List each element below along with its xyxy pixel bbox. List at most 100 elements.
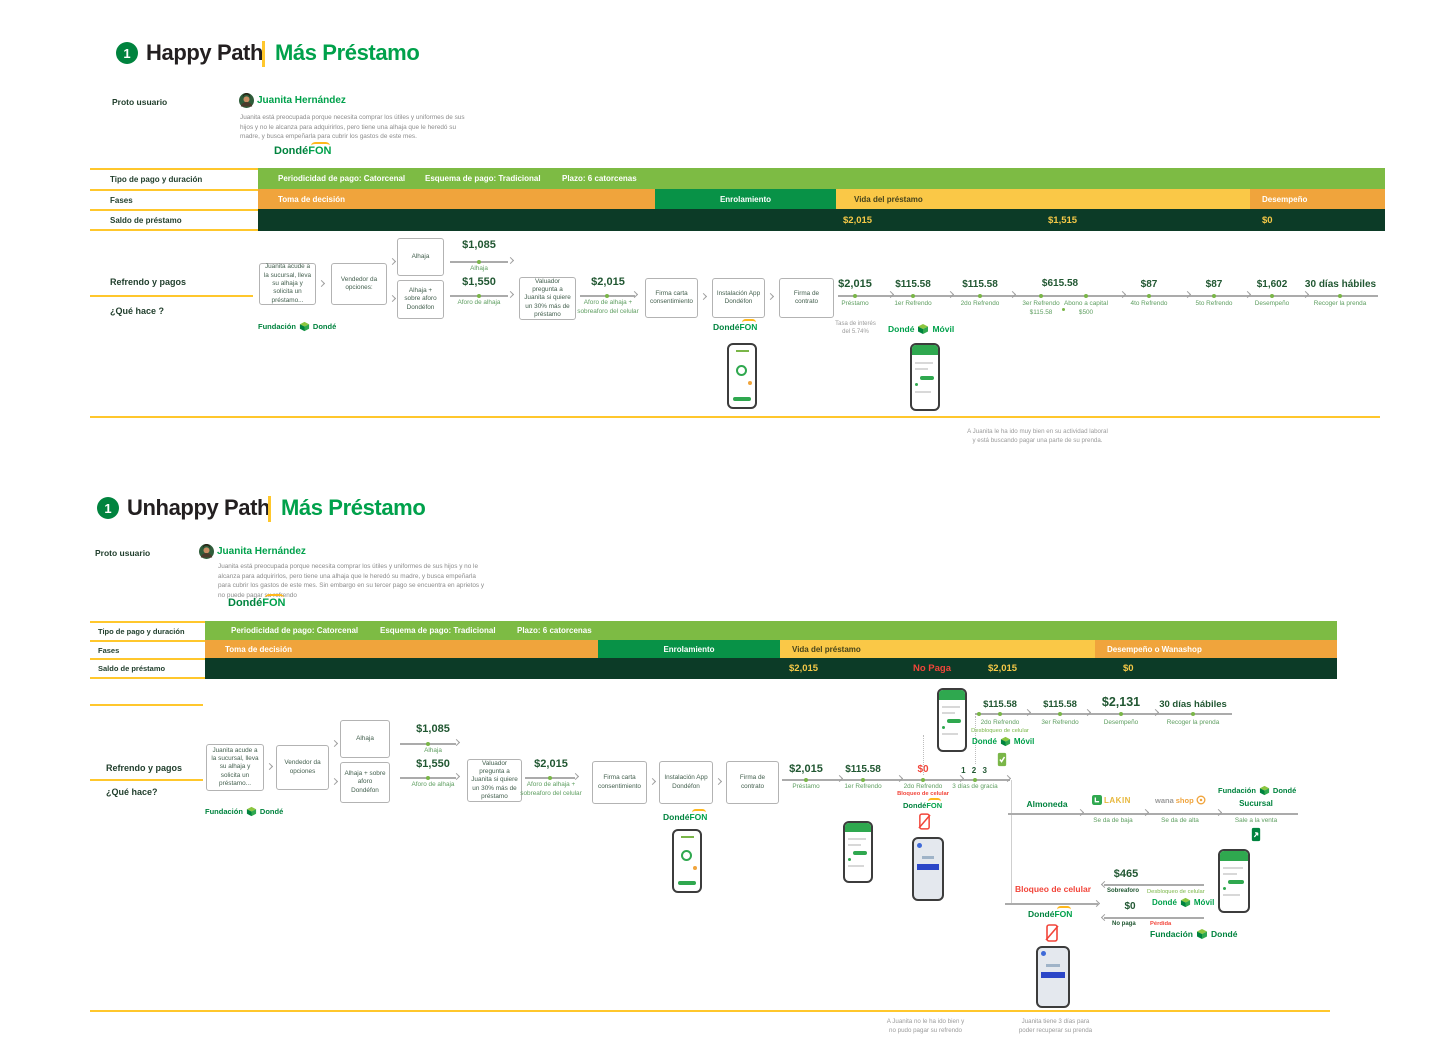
phase-vida-prestamo: Vida del préstamo — [836, 189, 1250, 209]
option-alhaja: Alhaja — [397, 238, 444, 276]
milestone-dot — [977, 711, 981, 716]
arrow-icon — [452, 772, 461, 781]
phone-mockup-install — [672, 829, 702, 893]
arrow-icon — [1151, 708, 1160, 717]
label-no-paga: No paga — [1112, 921, 1136, 927]
milestone-dot — [426, 775, 430, 780]
step-firma-contrato: Firma de contrato — [779, 278, 834, 318]
wanashop-icon — [1196, 795, 1206, 805]
arrow-icon — [886, 290, 895, 299]
label-alhaja: Alhaja — [470, 265, 488, 272]
label-sale-venta: Sale a la venta — [1234, 817, 1278, 824]
lane-refrendo-pagos: Refrendo y pagos — [106, 763, 183, 773]
phone-screen — [1220, 851, 1248, 911]
unhappy-footer-note-2: Juanita tiene 3 días para poder recupera… — [1018, 1018, 1093, 1035]
balance-band: $2,015 No Paga $2,015 $0 — [205, 658, 1337, 679]
arrow-icon — [1214, 808, 1223, 817]
section-divider — [90, 416, 1380, 418]
payment-plazo: Plazo: 6 catorcenas — [517, 626, 592, 635]
phone-mockup-account — [843, 821, 873, 883]
milestone-dot — [804, 777, 808, 782]
timeline-line — [975, 713, 1232, 715]
amount-5to-refrendo: $87 — [1205, 279, 1223, 290]
phone-screen — [845, 823, 871, 881]
payment-esquema: Esquema de pago: Tradicional — [425, 174, 541, 183]
connector — [1104, 884, 1204, 886]
arrow-icon — [1118, 290, 1127, 299]
lane-divider — [90, 704, 203, 706]
note-tasa-interes: Tasa de interés del 5.74% — [835, 321, 876, 336]
step-firma-contrato: Firma de contrato — [726, 761, 779, 804]
phase-toma-decision: Toma de decisión — [205, 640, 598, 658]
step-valuador-pregunta: Valuador pregunta a Juanita si quiere un… — [467, 759, 522, 802]
milestone-dot — [1338, 293, 1342, 298]
arrow-icon — [699, 292, 708, 301]
label-4to-refrendo: 4to Refrendo — [1130, 300, 1168, 307]
timeline-line — [782, 779, 1010, 781]
phone-mockup-account — [910, 343, 940, 411]
arrow-icon — [1141, 808, 1150, 817]
label-sobreaforo: Sobreaforo — [1107, 888, 1140, 894]
arrow-icon — [956, 774, 965, 783]
donde-movil-logo: Dondé Móvil — [972, 736, 1035, 747]
milestone-dot — [548, 775, 552, 780]
arrow-icon — [388, 257, 397, 266]
milestone-dot — [978, 293, 982, 298]
milestone-dot — [605, 293, 609, 298]
amount-1er-refrendo: $115.58 — [895, 279, 931, 290]
arrow-icon — [895, 774, 904, 783]
arrow-icon — [388, 294, 397, 303]
amount-alhaja: $1,085 — [416, 723, 450, 735]
phone-screen — [912, 345, 938, 409]
dondefon-logo: Dondé FON — [903, 798, 943, 810]
lane-que-hace: ¿Qué hace? — [106, 787, 158, 797]
band-label-tipo-pago: Tipo de pago y duración — [90, 168, 258, 189]
label-3er-refrendo: 3er Refrendo $115.58 — [1022, 300, 1060, 316]
label-3er-refrendo: 3er Refrendo — [1041, 719, 1079, 726]
arrow-icon — [506, 290, 515, 299]
arrow-icon — [1243, 290, 1252, 299]
arrow-icon — [1183, 290, 1192, 299]
arrow-icon — [265, 762, 274, 771]
avatar — [199, 544, 214, 559]
donde-cube-icon — [1196, 929, 1207, 939]
arrow-icon — [1003, 774, 1012, 783]
label-recoger-prenda: Recoger la prenda — [1166, 719, 1220, 726]
amount-alhaja: $1,085 — [462, 239, 496, 251]
label-dias-gracia: 3 días de gracia — [952, 783, 998, 790]
dondefon-logo: Dondé FON — [228, 594, 286, 609]
phase-enrolamiento: Enrolamiento — [655, 189, 836, 209]
persona-name: Juanita Hernández — [217, 546, 306, 557]
label-1er-refrendo: 1er Refrendo — [894, 300, 932, 307]
dondefon-logo: Dondé FON — [1028, 906, 1073, 919]
label-2do-refrendo: 2do Refrendo — [960, 300, 1000, 307]
amount-aforo: $1,550 — [416, 758, 450, 770]
lane-divider — [90, 779, 203, 781]
phone-screen — [729, 345, 755, 407]
unhappy-title: Unhappy Path — [127, 495, 271, 520]
label-se-da-alta: Se da de alta — [1161, 817, 1199, 824]
label-se-da-baja: Se da de baja — [1093, 817, 1133, 824]
band-label-saldo: Saldo de préstamo — [90, 658, 205, 679]
phone-screen — [939, 690, 965, 750]
donde-cube-icon — [1180, 897, 1190, 908]
phase-enrolamiento: Enrolamiento — [598, 640, 780, 658]
band-label-saldo: Saldo de préstamo — [90, 209, 258, 231]
milestone-dot — [1147, 293, 1151, 298]
timeline-line — [1008, 813, 1298, 815]
lane-refrendo-pagos: Refrendo y pagos — [110, 277, 187, 287]
happy-step-badge: 1 — [116, 42, 138, 64]
happy-footer-note: A Juanita le ha ido muy bien en su activ… — [967, 428, 1108, 445]
plus-dot — [1062, 308, 1065, 311]
amount-3er-refrendo: $615.58 — [1041, 278, 1079, 289]
arrow-icon — [946, 290, 955, 299]
label-sucursal: Sucursal — [1239, 799, 1273, 808]
payment-esquema: Esquema de pago: Tradicional — [380, 626, 496, 635]
balance-3: $0 — [1262, 214, 1273, 226]
dondefon-logo: Dondé FON — [663, 809, 708, 822]
label-aforo: Aforo de alhaja — [457, 299, 501, 306]
proto-usuario-label: Proto usuario — [112, 97, 168, 107]
balance-no-paga: No Paga — [913, 663, 952, 674]
option-alhaja: Alhaja — [340, 720, 390, 758]
